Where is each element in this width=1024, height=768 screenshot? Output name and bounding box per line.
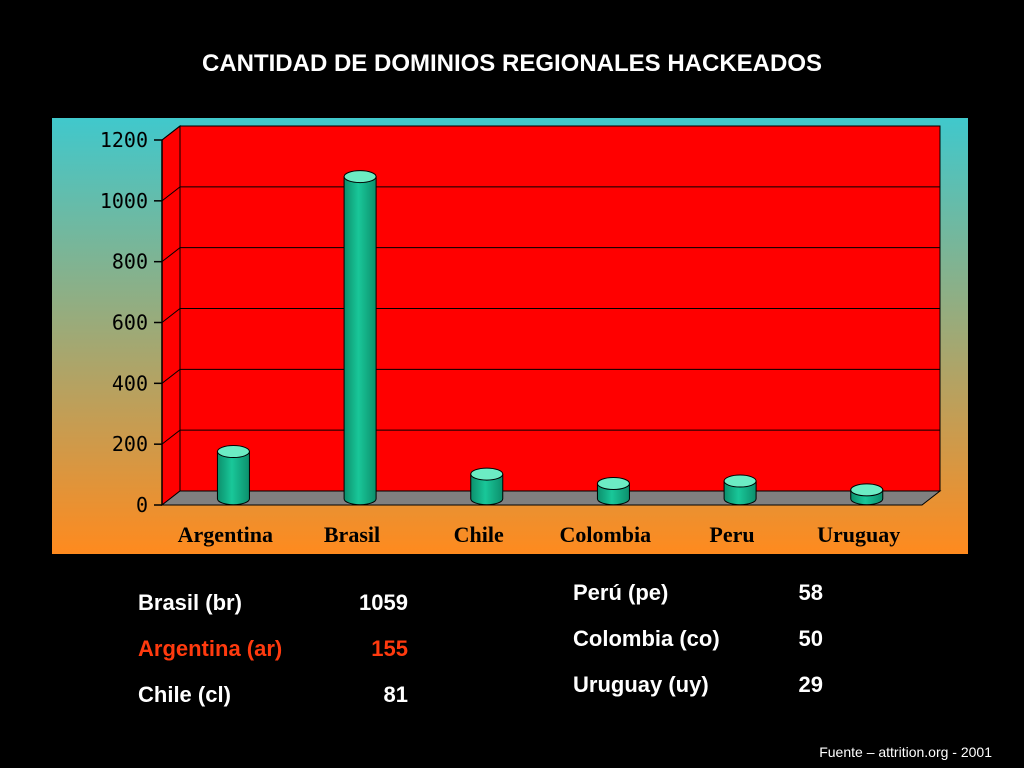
bar-chart: 0 200 400 600 800 1000 1200 Argentina Brasil Chil… (52, 118, 968, 554)
y-tick-label: 800 (112, 250, 148, 274)
stat-country: Chile (cl) (138, 682, 231, 707)
stat-country: Perú (pe) (573, 580, 669, 605)
stat-count: 1059 (359, 590, 408, 615)
stat-count: 155 (371, 636, 408, 661)
chart-title: CANTIDAD DE DOMINIOS REGIONALES HACKEADO… (201, 50, 823, 77)
gridline-side (161, 429, 181, 445)
bar-uruguay (850, 483, 884, 506)
gridline-side (161, 125, 181, 141)
x-tick-label: Colombia (559, 522, 651, 547)
gridline-side (161, 186, 181, 202)
source-footer: Fuente – attrition.org - 2001 (819, 744, 992, 760)
bar-body (723, 480, 757, 506)
stat-country: Uruguay (uy) (573, 672, 709, 697)
x-tick-label: Brasil (324, 522, 380, 547)
x-tick-label: Peru (709, 522, 754, 547)
plot-floor (160, 490, 942, 506)
stat-row: Uruguay (uy) 29 (573, 672, 853, 702)
bar-body (470, 473, 504, 506)
stat-row: Perú (pe) 58 (573, 580, 853, 610)
stat-row: Argentina (ar) 155 (138, 636, 418, 666)
bar-colombia (596, 476, 630, 506)
bar-top (470, 467, 504, 481)
y-tick-label: 200 (112, 432, 148, 456)
bar-top (343, 170, 377, 184)
gridline-side (161, 368, 181, 384)
bar-body (216, 451, 250, 506)
stat-count: 81 (383, 682, 408, 707)
bar-top (596, 476, 630, 490)
x-tick-label: Uruguay (817, 522, 900, 547)
stat-row: Brasil (br) 1059 (138, 590, 418, 620)
gridline-side (161, 308, 181, 323)
stat-row: Colombia (co) 50 (573, 626, 853, 656)
bar-top (850, 483, 884, 497)
x-tick-label: Chile (454, 522, 504, 547)
bar-top (723, 474, 757, 488)
bar-brasil (343, 170, 377, 506)
x-tick-label: Argentina (178, 522, 273, 547)
stat-country: Brasil (br) (138, 590, 242, 615)
stats-left: Brasil (br) 1059 Argentina (ar) 155 Chile (c… (138, 590, 418, 710)
stat-country: Colombia (co) (573, 626, 720, 651)
bar-top (216, 445, 250, 459)
y-tick-label: 1000 (100, 189, 148, 213)
stat-count: 50 (798, 626, 823, 651)
stat-row: Chile (cl) 81 (138, 682, 418, 712)
chart-panel: 0 200 400 600 800 1000 1200 Argentina Brasil Chil… (52, 118, 968, 554)
y-tick-label: 400 (112, 371, 148, 395)
stat-country: Argentina (ar) (138, 636, 283, 661)
stats-right: Perú (pe) 58 Colombia (co) 50 Uruguay (uy) 29 (573, 580, 853, 700)
bar-chile (470, 467, 504, 506)
gridline-side (161, 247, 181, 263)
stat-count: 58 (798, 580, 823, 605)
y-tick-label: 600 (112, 311, 148, 335)
stat-count: 29 (798, 672, 823, 697)
y-tick-label: 0 (136, 493, 148, 517)
bar-argentina (216, 445, 250, 506)
bar-body (343, 176, 377, 506)
bar-peru (723, 474, 757, 506)
y-tick-label: 1200 (100, 128, 148, 152)
